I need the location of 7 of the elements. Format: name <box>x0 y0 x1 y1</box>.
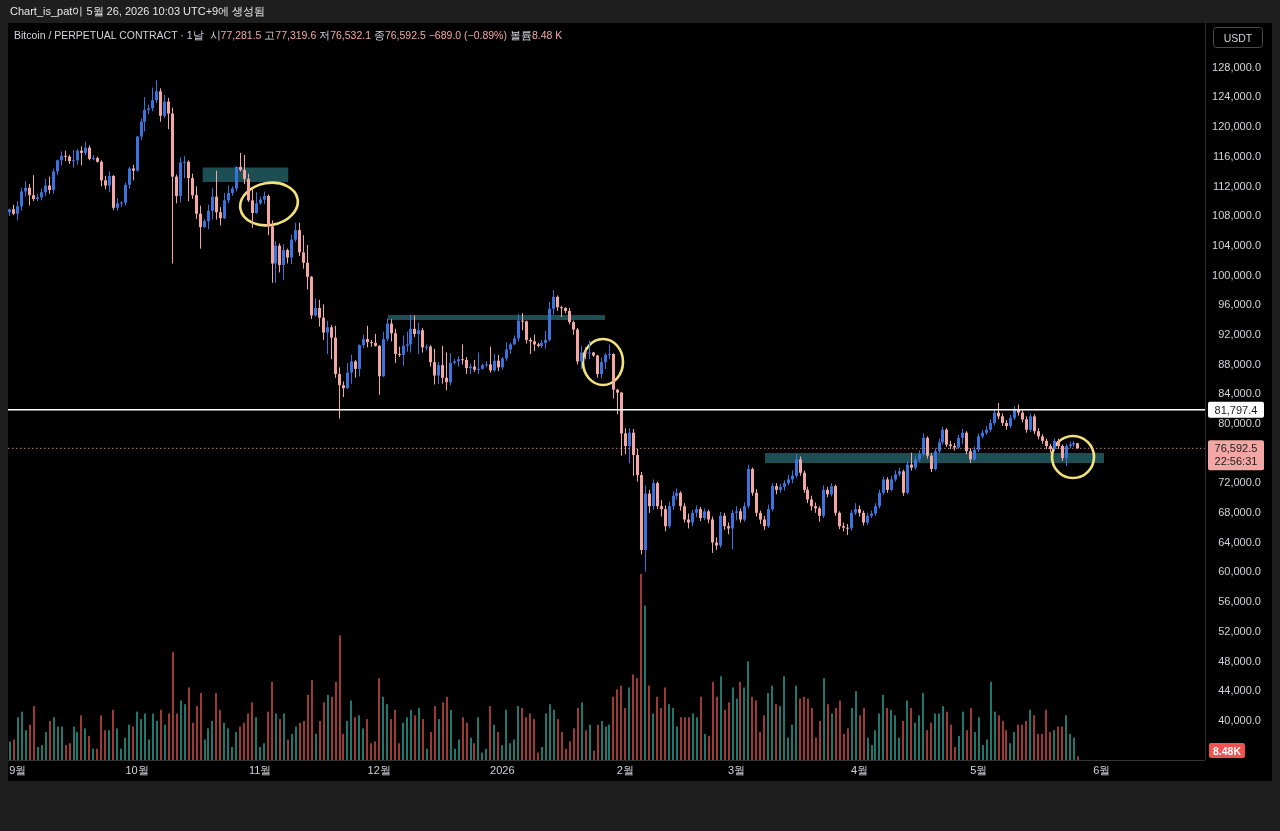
annotation: 8.48K <box>1209 743 1246 758</box>
title: Bitcoin / PERPETUAL CONTRACT · 1날 <box>14 29 204 41</box>
ref-line-label: 81,797.4 <box>1214 403 1258 416</box>
y-axis-title: USDT <box>1223 31 1253 44</box>
ref-line-label: 76,592.5 22:56:31 <box>1214 442 1258 468</box>
annotation: Chart_is_pat이 5월 26, 2026 10:03 UTC+9에 생성됨 <box>10 5 266 17</box>
subtitle: 시77,281.5 고77,319.6 저76,532.1 종76,592.5 −689.0 (−0.89%) 볼륨8.48 K <box>209 29 563 41</box>
